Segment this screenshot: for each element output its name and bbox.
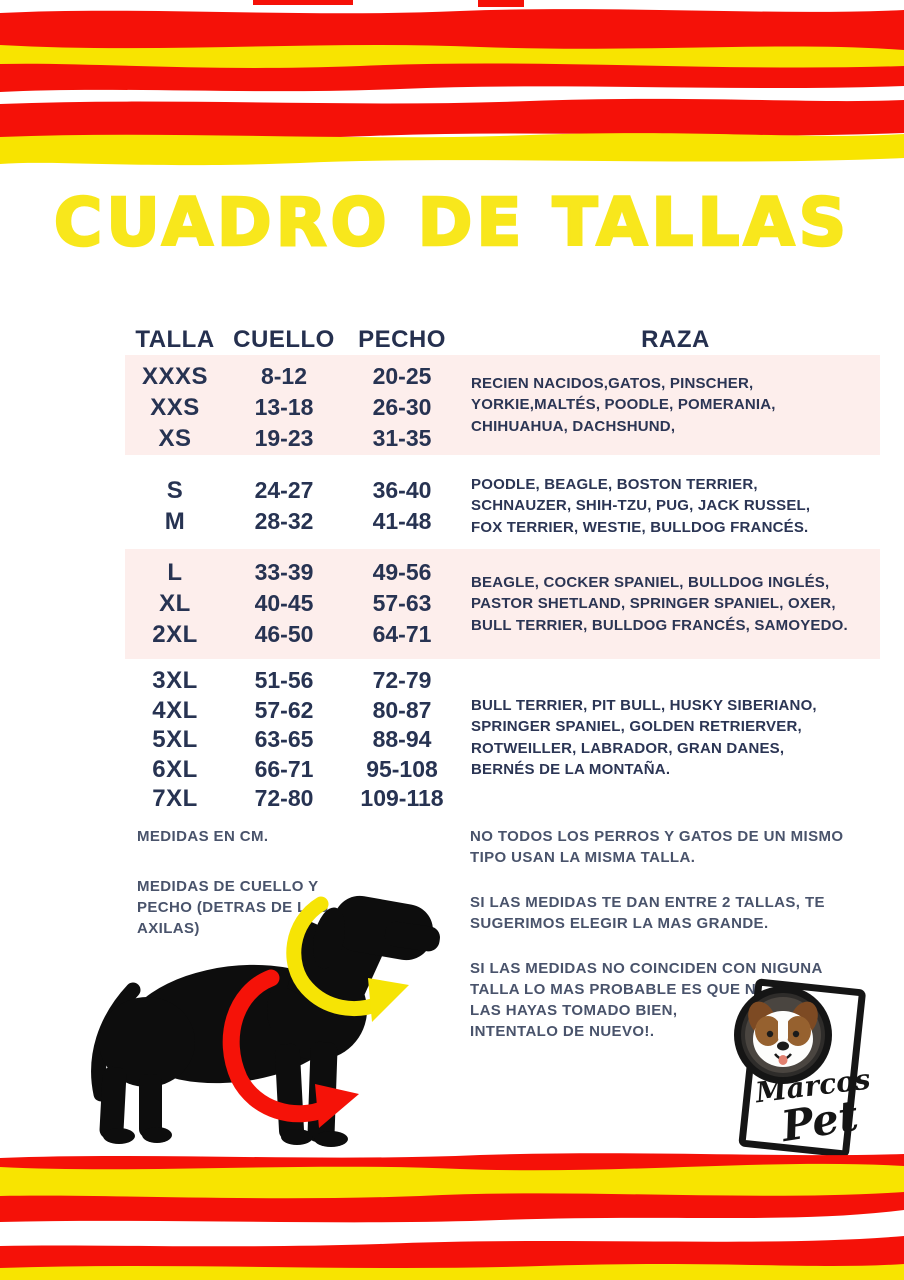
- size-label: XXXS: [141, 363, 209, 390]
- neck-measure-arrow-icon: [286, 896, 409, 1022]
- neck-range: 63-65: [254, 726, 314, 752]
- chest-range: 41-48: [372, 508, 432, 534]
- breed-line: FOX TERRIER, WESTIE, BULLDOG FRANCÉS.: [471, 518, 809, 536]
- breed-line: SPRINGER SPANIEL, GOLDEN RETRIERVER,: [471, 718, 802, 735]
- size-label: 5XL: [152, 726, 198, 753]
- neck-range: 57-62: [254, 696, 314, 723]
- size-label: 7XL: [152, 785, 198, 812]
- advice-paragraph-3: SI LAS MEDIDAS NO COINCIDEN CON NIGUNA T…: [470, 960, 823, 1040]
- header-talla: TALLA: [135, 326, 215, 353]
- neck-range: 13-18: [254, 394, 314, 420]
- advice-paragraph-2: SI LAS MEDIDAS TE DAN ENTRE 2 TALLAS, TE…: [470, 894, 825, 932]
- breed-line: POODLE, BEAGLE, BOSTON TERRIER,: [471, 475, 758, 493]
- breed-line: BERNÉS DE LA MONTAÑA.: [471, 761, 671, 778]
- breed-line: BULL TERRIER, BULLDOG FRANCÉS, SAMOYEDO.: [471, 616, 848, 634]
- neck-range: 66-71: [254, 755, 314, 782]
- dog-measurement-illustration: [91, 895, 440, 1147]
- breed-line: PASTOR SHETLAND, SPRINGER SPANIEL, OXER,: [471, 595, 836, 613]
- chest-range: 31-35: [372, 425, 432, 451]
- size-group-xxxs-xs: XXXS XXS XS 8-12 13-18 19-23 20-25 26-30…: [125, 355, 880, 455]
- size-label: XXS: [150, 394, 200, 421]
- chest-range: 80-87: [372, 696, 432, 723]
- size-label: 3XL: [152, 667, 198, 694]
- size-group-s-m: S M 24-27 28-32 36-40 41-48 POODLE, BEAG…: [125, 467, 880, 545]
- chest-range: 26-30: [372, 394, 432, 420]
- dog-silhouette: [91, 895, 440, 1147]
- size-label: L: [167, 559, 183, 586]
- chest-range: 64-71: [372, 621, 432, 647]
- header-pecho: PECHO: [358, 326, 446, 353]
- measuring-instructions-note: MEDIDAS DE CUELLO Y PECHO (DETRAS DE LAS…: [137, 878, 329, 937]
- chest-range: 20-25: [372, 363, 432, 389]
- header-cuello: CUELLO: [233, 326, 335, 353]
- header-raza: RAZA: [641, 326, 710, 353]
- chest-range: 88-94: [372, 726, 432, 752]
- chest-range: 36-40: [372, 477, 432, 503]
- top-stripes-decoration: [0, 0, 904, 166]
- size-label: M: [164, 508, 186, 535]
- chest-range: 49-56: [372, 559, 432, 585]
- units-note: MEDIDAS EN CM.: [137, 828, 269, 845]
- size-label: 2XL: [152, 621, 198, 648]
- neck-range: 40-45: [254, 590, 314, 616]
- chest-range: 95-108: [366, 755, 438, 782]
- size-group-l-2xl: L XL 2XL 33-39 40-45 46-50 49-56 57-63 6…: [125, 549, 880, 659]
- chest-range: 72-79: [372, 667, 432, 693]
- breed-line: BEAGLE, COCKER SPANIEL, BULLDOG INGLÉS,: [471, 573, 830, 591]
- breed-line: CHIHUAHUA, DACHSHUND,: [471, 417, 676, 435]
- neck-range: 8-12: [260, 363, 308, 389]
- breed-line: SCHNAUZER, SHIH-TZU, PUG, JACK RUSSEL,: [471, 497, 811, 515]
- neck-range: 51-56: [254, 667, 314, 693]
- breed-line: ROTWEILLER, LABRADOR, GRAN DANES,: [471, 739, 785, 757]
- size-label: 4XL: [152, 696, 198, 724]
- sizing-advice-notes: NO TODOS LOS PERROS Y GATOS DE UN MISMO …: [470, 826, 900, 1042]
- size-label: S: [166, 477, 184, 504]
- chest-range: 109-118: [360, 785, 444, 811]
- chest-measure-arrow-icon: [222, 969, 359, 1128]
- neck-range: 19-23: [254, 425, 314, 451]
- neck-range: 24-27: [254, 477, 314, 503]
- brand-logo: Marcos Pet: [734, 978, 872, 1158]
- neck-range: 72-80: [254, 785, 314, 811]
- size-label: 6XL: [152, 755, 198, 783]
- breed-line: YORKIE,MALTÉS, POODLE, POMERANIA,: [471, 396, 776, 414]
- neck-range: 28-32: [254, 508, 314, 534]
- neck-range: 46-50: [254, 621, 314, 647]
- neck-range: 33-39: [254, 559, 314, 585]
- size-label: XS: [158, 425, 192, 452]
- breed-line: RECIEN NACIDOS,GATOS, PINSCHER,: [471, 374, 754, 392]
- page-title: CUADRO DE TALLAS: [53, 183, 851, 263]
- chest-range: 57-63: [372, 590, 432, 616]
- size-label: XL: [159, 590, 191, 617]
- puppy-photo-icon: [734, 986, 832, 1084]
- advice-paragraph-1: NO TODOS LOS PERROS Y GATOS DE UN MISMO …: [470, 828, 844, 866]
- table-header-row: TALLA CUELLO PECHO RAZA: [125, 326, 880, 354]
- breed-line: BULL TERRIER, PIT BULL, HUSKY SIBERIANO,: [471, 696, 817, 714]
- logo-text-line2: Pet: [777, 1091, 861, 1152]
- size-group-3xl-7xl: 3XL 4XL 5XL 6XL 7XL 51-56 57-62 63-65 66…: [125, 660, 880, 815]
- bottom-stripes-decoration: [0, 1153, 904, 1280]
